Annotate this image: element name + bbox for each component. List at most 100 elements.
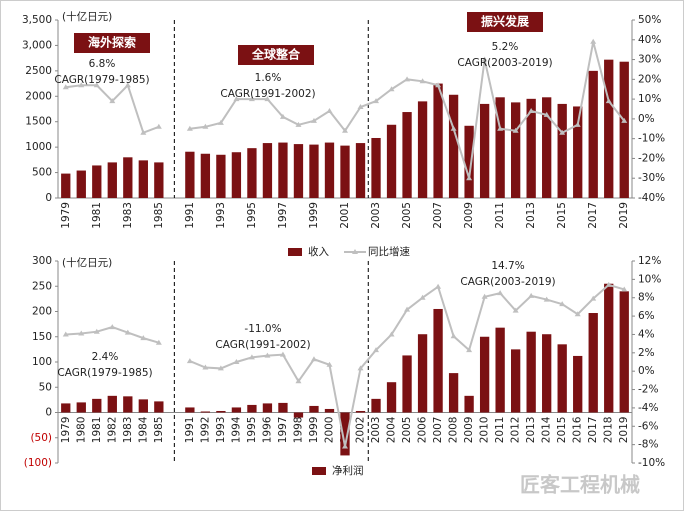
- line-marker: [481, 56, 488, 62]
- x-tick-label: 2007: [432, 202, 444, 229]
- x-tick-label: 1993: [215, 202, 227, 229]
- line-marker: [295, 121, 302, 127]
- y-tick-label: 3,000: [22, 39, 52, 51]
- line-marker: [155, 123, 162, 129]
- bar: [185, 407, 195, 413]
- cagr-rate: 5.2%: [492, 41, 519, 53]
- bar: [231, 407, 242, 413]
- line-marker: [342, 443, 348, 449]
- bar: [61, 403, 71, 413]
- bar: [448, 373, 459, 413]
- line-marker: [217, 365, 224, 371]
- x-tick-label: 2015: [556, 202, 568, 229]
- line-marker: [217, 119, 224, 125]
- y-tick-label: 2000: [25, 90, 52, 102]
- line-marker: [621, 117, 628, 123]
- x-tick-label: 1999: [308, 202, 320, 229]
- bar: [588, 70, 598, 198]
- y2-tick-label: -2%: [638, 384, 658, 396]
- line-marker: [373, 98, 380, 104]
- line-marker: [202, 364, 209, 370]
- line-marker: [155, 339, 162, 345]
- x-tick-label: 2010: [479, 417, 491, 444]
- watermark: 匠客工程机械: [520, 473, 640, 497]
- bar: [107, 395, 117, 413]
- cagr-period: CAGR(2003-2019): [457, 57, 552, 69]
- bar: [309, 405, 319, 413]
- cagr-period: CAGR(1979-1985): [54, 74, 149, 86]
- line-marker: [233, 96, 240, 102]
- bar: [433, 308, 443, 413]
- line-marker: [388, 86, 395, 92]
- x-tick-label: 1979: [60, 417, 72, 444]
- line-marker: [186, 125, 193, 131]
- x-tick-label: 2013: [525, 202, 537, 229]
- bar: [510, 102, 521, 198]
- bar: [542, 334, 552, 413]
- bar: [138, 160, 148, 198]
- line-marker: [357, 365, 364, 371]
- bar: [479, 103, 490, 198]
- y-tick-label: 2500: [25, 65, 52, 77]
- legend-label: 同比增速: [368, 245, 410, 258]
- line-marker: [248, 354, 255, 360]
- line-marker: [140, 129, 147, 135]
- bar: [604, 59, 614, 198]
- line-marker: [186, 358, 193, 364]
- legend-swatch: [312, 467, 326, 475]
- x-tick-label: 1997: [277, 202, 289, 229]
- bar: [542, 97, 552, 198]
- line-marker: [466, 347, 473, 353]
- line-marker: [404, 76, 411, 82]
- x-tick-label: 1993: [215, 417, 227, 444]
- bar: [510, 349, 521, 413]
- cagr-rate: 1.6%: [255, 72, 282, 84]
- x-tick-label: 2003: [370, 202, 382, 229]
- line-marker: [497, 125, 504, 131]
- legend-marker: [352, 249, 358, 254]
- y-tick-label: 300: [32, 255, 52, 267]
- phase-label: 全球整合: [251, 47, 301, 62]
- x-tick-label: 2019: [618, 202, 630, 229]
- y2-tick-label: 30%: [638, 54, 661, 66]
- line-marker: [62, 331, 69, 337]
- cagr-period: CAGR(1991-2002): [215, 339, 310, 351]
- x-tick-label: 2011: [494, 417, 506, 444]
- bar: [340, 412, 350, 456]
- bar: [76, 170, 86, 198]
- line-marker: [605, 98, 612, 104]
- legend-label: 收入: [308, 245, 329, 258]
- x-tick-label: 1992: [199, 417, 211, 444]
- x-tick-label: 2002: [355, 417, 367, 444]
- bar: [247, 404, 257, 413]
- line-marker: [450, 333, 457, 339]
- bar: [417, 101, 428, 198]
- line-marker: [310, 356, 317, 362]
- line-marker: [264, 352, 271, 358]
- x-tick-label: 1999: [308, 417, 320, 444]
- bar: [573, 106, 583, 198]
- y2-tick-label: 6%: [638, 310, 655, 322]
- line-marker: [528, 292, 535, 298]
- line-marker: [512, 127, 519, 133]
- x-tick-label: 2000: [323, 417, 335, 444]
- x-tick-label: 1984: [137, 416, 149, 443]
- bar: [526, 98, 536, 198]
- x-tick-label: 2003: [370, 417, 382, 444]
- phase-box: [74, 33, 150, 53]
- unit-label: (十亿日元): [62, 256, 112, 269]
- x-tick-label: 1985: [153, 202, 165, 229]
- bar: [185, 151, 195, 198]
- line-marker: [78, 330, 85, 336]
- bar: [402, 355, 412, 413]
- y2-tick-label: 0%: [638, 113, 655, 125]
- y-tick-label: 50: [39, 381, 52, 393]
- bar: [371, 137, 381, 198]
- x-tick-label: 1980: [75, 417, 87, 444]
- bar: [448, 94, 459, 198]
- y2-tick-label: -40%: [638, 192, 665, 204]
- cagr-period: CAGR(1979-1985): [57, 367, 152, 379]
- bar: [526, 331, 536, 413]
- line-marker: [140, 335, 147, 341]
- bar: [355, 143, 366, 198]
